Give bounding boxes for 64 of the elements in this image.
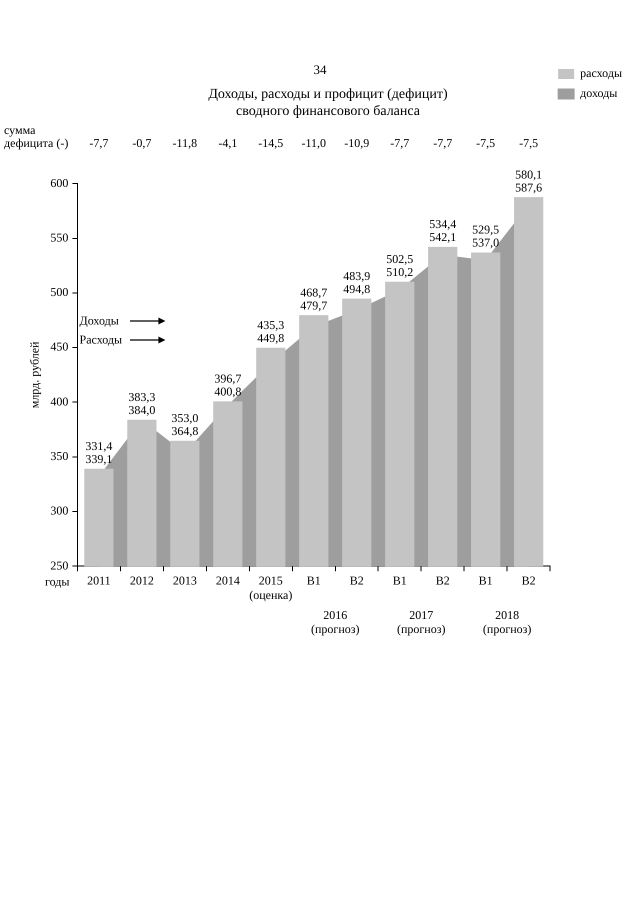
- data-label: 331,4: [85, 438, 112, 453]
- data-label: 494,8: [343, 282, 370, 296]
- y-tick-label: 550: [50, 230, 68, 244]
- text: -14,5: [258, 136, 284, 150]
- y-axis-title: млрд. рублей: [27, 340, 42, 408]
- data-label: 339,1: [85, 452, 112, 466]
- data-label: 534,4: [429, 217, 456, 232]
- data-label: 587,6: [515, 180, 542, 194]
- legend-label: расходы: [580, 66, 622, 80]
- text: -7,7: [390, 136, 410, 150]
- data-label: 449,8: [257, 330, 284, 345]
- text: сумма дефицита (-): [4, 122, 68, 150]
- data-label: 400,8: [214, 384, 242, 399]
- text: -7,7: [433, 136, 452, 150]
- x-tick-label: В2: [436, 574, 450, 588]
- text: 2018 (прогноз): [482, 608, 532, 636]
- data-label: 537,0: [472, 236, 500, 250]
- data-label: 502,5: [386, 252, 414, 266]
- text: -10,9: [344, 136, 370, 150]
- y-tick-label: 300: [50, 504, 68, 518]
- data-label: 468,7: [300, 285, 328, 300]
- x-tick-label: 2011: [87, 574, 111, 588]
- text: -11,8: [172, 136, 198, 150]
- data-label: 529,5: [472, 222, 500, 237]
- text: -7,5: [476, 136, 496, 150]
- data-label: 396,7: [214, 372, 242, 386]
- legend-label: доходы: [580, 86, 618, 100]
- y-tick-label: 400: [50, 394, 68, 408]
- data-label: 580,1: [515, 167, 542, 182]
- text: 34: [314, 62, 327, 77]
- chart-title: Доходы, расходы и профицит (дефицит) сводного финансового баланса: [208, 87, 448, 119]
- y-tick-label: 350: [50, 449, 68, 464]
- annotation: Доходы: [80, 313, 119, 328]
- x-tick-label: В1: [392, 574, 407, 588]
- data-label: 483,9: [343, 268, 370, 283]
- text: 2017 (прогноз): [396, 608, 446, 636]
- x-tick-label: В2: [522, 574, 536, 588]
- x-tick-label: В1: [306, 574, 321, 588]
- data-label: 353,0: [171, 410, 198, 425]
- text: -0,7: [132, 136, 152, 150]
- text: -7,5: [519, 136, 538, 150]
- y-tick-label: 500: [50, 285, 68, 300]
- y-tick-label: 250: [50, 558, 68, 572]
- x-tick-label: 2015 (оценка): [249, 574, 292, 602]
- x-tick-label: 2012: [130, 574, 154, 588]
- y-tick-label: 600: [50, 176, 68, 190]
- x-tick-label: В1: [478, 574, 493, 588]
- data-label: 364,8: [171, 424, 198, 438]
- x-axis-title: годы: [44, 574, 70, 588]
- data-label: 383,3: [128, 390, 156, 404]
- text: -11,0: [301, 136, 326, 150]
- data-label: 479,7: [300, 298, 328, 312]
- data-label: 510,2: [386, 264, 414, 279]
- text: -4,1: [218, 136, 238, 150]
- data-label: 435,3: [257, 318, 284, 332]
- text: 2016 (прогноз): [311, 608, 360, 636]
- x-tick-label: 2013: [172, 574, 197, 588]
- data-label: 542,1: [429, 230, 456, 244]
- x-tick-label: 2014: [216, 574, 240, 588]
- text: -7,7: [89, 136, 108, 150]
- annotation: Расходы: [80, 332, 122, 347]
- x-tick-label: В2: [350, 574, 364, 588]
- y-tick-label: 450: [50, 340, 68, 354]
- data-label: 384,0: [128, 402, 156, 417]
